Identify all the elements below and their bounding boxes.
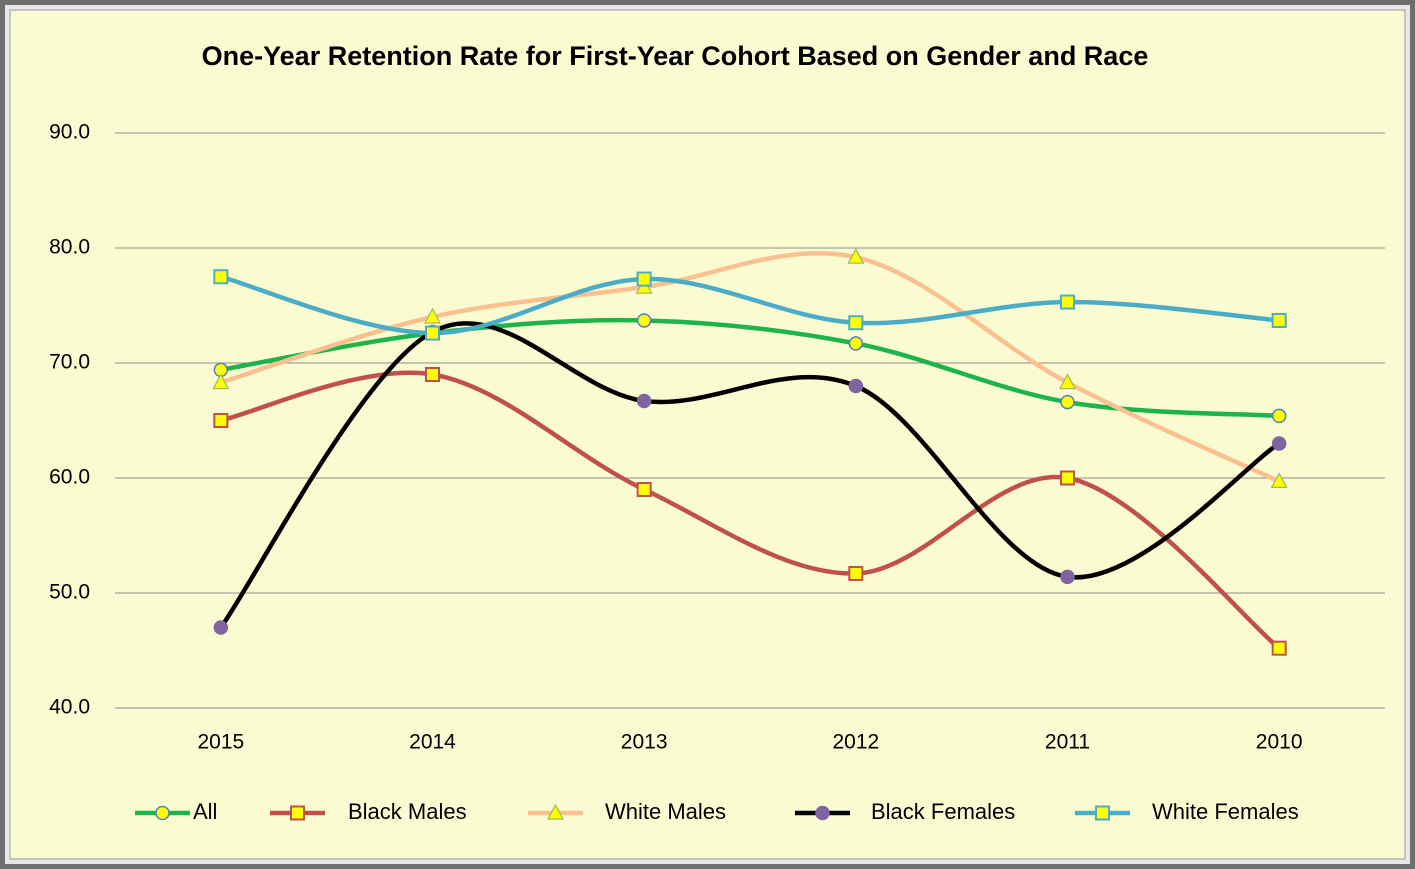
marker [1271, 408, 1287, 424]
marker [636, 393, 652, 409]
marker [290, 805, 305, 821]
marker [1060, 294, 1075, 310]
marker [848, 315, 864, 331]
marker [1270, 472, 1288, 489]
marker [1060, 569, 1075, 585]
marker [213, 413, 229, 428]
x-tick-label: 2010 [1256, 731, 1303, 754]
legend-label: All [193, 799, 217, 824]
marker [155, 805, 170, 821]
series-line [218, 370, 1282, 651]
marker [1060, 394, 1075, 410]
y-tick-label: 40.0 [49, 696, 90, 719]
marker [847, 247, 865, 264]
marker [1058, 373, 1077, 390]
marker [636, 313, 652, 328]
series-line [218, 317, 1282, 419]
y-tick-label: 70.0 [49, 351, 90, 374]
marker [1271, 640, 1287, 656]
marker [213, 620, 229, 635]
x-tick-label: 2014 [409, 731, 456, 754]
legend-label: Black Females [871, 799, 1015, 824]
marker [1271, 436, 1287, 451]
series-line [218, 274, 1282, 336]
marker [1271, 312, 1287, 328]
marker [425, 325, 440, 341]
x-tick-label: 2011 [1045, 731, 1090, 754]
marker [213, 269, 229, 285]
x-tick-label: 2015 [197, 731, 244, 754]
y-tick-label: 50.0 [49, 581, 90, 604]
marker [848, 378, 864, 394]
marker [636, 482, 652, 497]
series-line [218, 321, 1282, 630]
marker [1060, 470, 1075, 486]
marker [425, 367, 440, 382]
legend-label: White Males [605, 799, 726, 824]
x-tick-label: 2012 [832, 731, 879, 754]
legend-label: White Females [1152, 799, 1299, 824]
marker [848, 336, 864, 351]
y-tick-label: 80.0 [49, 236, 90, 259]
marker [636, 271, 652, 287]
marker [848, 565, 864, 581]
marker [423, 307, 442, 324]
series-line [218, 250, 1282, 484]
marker [212, 373, 230, 390]
legend-label: Black Males [348, 799, 467, 824]
chart-title: One-Year Retention Rate for First-Year C… [202, 41, 1149, 71]
x-tick-label: 2013 [621, 731, 668, 754]
marker [1095, 805, 1110, 821]
y-tick-label: 60.0 [49, 466, 90, 489]
marker [815, 805, 830, 821]
y-tick-label: 90.0 [49, 121, 90, 144]
marker [546, 803, 565, 820]
